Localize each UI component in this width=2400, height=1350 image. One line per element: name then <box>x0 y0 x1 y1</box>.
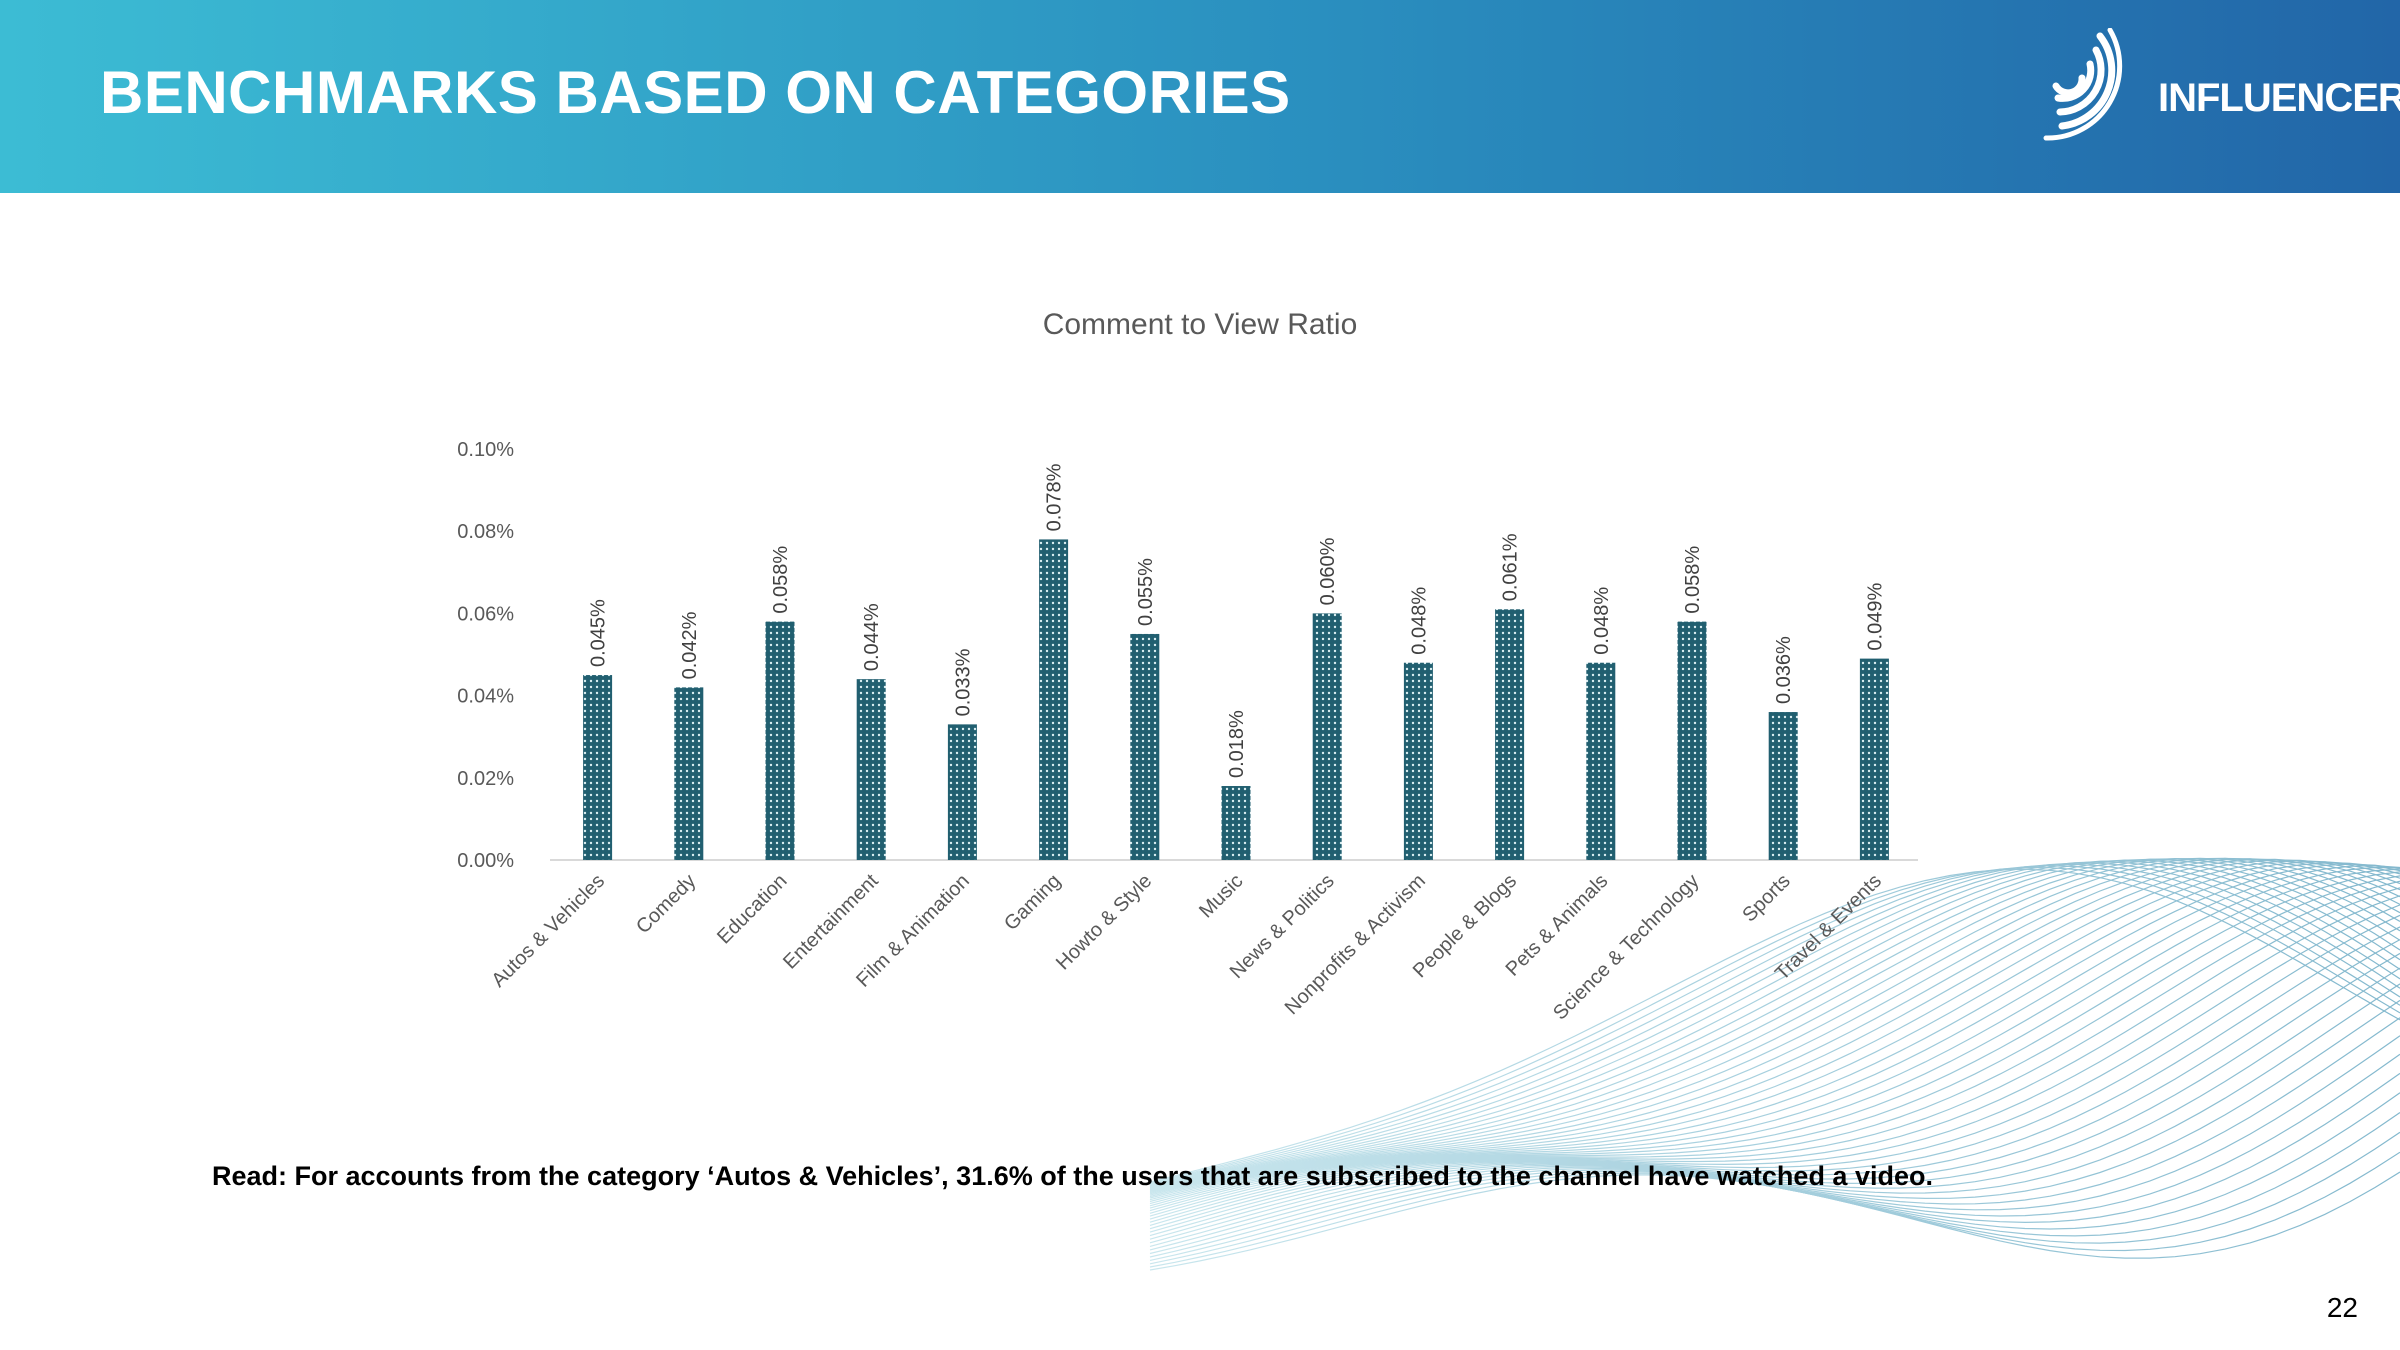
logo-wordmark: INFLUENCERDB <box>2158 76 2400 121</box>
y-tick-label: 0.08% <box>457 521 514 543</box>
bar <box>1677 621 1707 860</box>
header-banner: BENCHMARKS BASED ON CATEGORIES INFLUENCE… <box>0 0 2400 193</box>
read-explanation-text: Read: For accounts from the category ‘Au… <box>212 1161 1933 1191</box>
data-label: 0.078% <box>1044 463 1066 531</box>
data-label: 0.058% <box>1682 546 1704 614</box>
x-tick-label: Education <box>713 870 791 948</box>
data-label: 0.018% <box>1226 710 1248 778</box>
data-label: 0.044% <box>861 603 883 671</box>
data-label: 0.048% <box>1591 587 1613 655</box>
bar <box>947 724 977 860</box>
bar <box>1586 662 1616 860</box>
bar <box>1130 633 1160 860</box>
data-label: 0.033% <box>952 648 974 716</box>
data-label: 0.049% <box>1864 583 1886 651</box>
data-label: 0.058% <box>770 546 792 614</box>
y-tick-label: 0.04% <box>457 686 514 708</box>
data-label: 0.045% <box>588 599 610 667</box>
x-tick-label: Comedy <box>632 870 700 938</box>
data-label: 0.060% <box>1317 537 1339 605</box>
data-label: 0.042% <box>679 611 701 679</box>
x-tick-label: Sports <box>1738 870 1794 926</box>
bar <box>856 679 886 860</box>
bar <box>1403 662 1433 860</box>
bar <box>765 621 795 860</box>
data-label: 0.036% <box>1773 636 1795 704</box>
bar <box>1859 658 1889 860</box>
logo-text: INFLUENCER <box>2158 76 2400 120</box>
y-tick-label: 0.00% <box>457 850 514 872</box>
page-number: 22 <box>2326 1292 2358 1323</box>
x-tick-label: Gaming <box>1000 870 1065 935</box>
chart-title: Comment to View Ratio <box>1043 308 1358 341</box>
x-tick-label: Howto & Style <box>1052 870 1156 974</box>
bar <box>1221 786 1251 860</box>
bar <box>1039 539 1069 860</box>
y-tick-label: 0.06% <box>457 603 514 625</box>
bar <box>583 675 613 860</box>
x-tick-label: Entertainment <box>779 870 883 974</box>
data-label: 0.048% <box>1408 587 1430 655</box>
bar <box>674 687 704 860</box>
bar <box>1312 613 1342 860</box>
y-tick-label: 0.10% <box>457 439 514 461</box>
y-tick-label: 0.02% <box>457 768 514 790</box>
influencerdb-logo-icon <box>2043 28 2123 141</box>
x-tick-label: Music <box>1195 870 1247 922</box>
page-title: BENCHMARKS BASED ON CATEGORIES <box>100 59 1291 126</box>
bar <box>1495 609 1525 860</box>
data-label: 0.061% <box>1500 533 1522 601</box>
bar <box>1768 712 1798 860</box>
data-label: 0.055% <box>1135 558 1157 626</box>
x-tick-label: Autos & Vehicles <box>487 870 609 992</box>
